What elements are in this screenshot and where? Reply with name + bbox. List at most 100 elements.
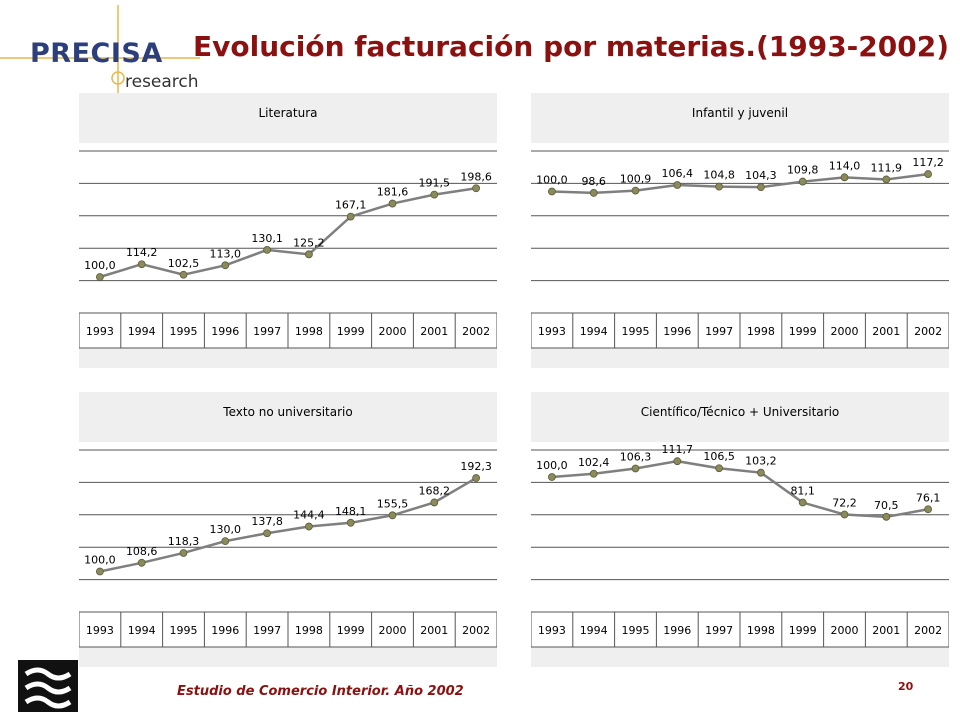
data-label: 103,2 — [745, 455, 777, 468]
x-tick-label: 1999 — [789, 325, 817, 338]
data-point — [631, 186, 640, 195]
data-point — [673, 457, 682, 466]
data-point — [388, 511, 397, 520]
chart-svg: Infantil y juvenil 100,0 1993 98,6 1994 100,9… — [531, 106, 949, 349]
data-point — [924, 505, 933, 514]
data-point — [882, 512, 891, 521]
data-point — [882, 175, 891, 184]
precisa-research-logo: PRECISA research — [0, 0, 200, 100]
x-tick-label: 1997 — [253, 325, 281, 338]
data-point — [430, 190, 439, 199]
data-point — [472, 474, 481, 482]
plot-area — [79, 442, 497, 612]
x-tick-label: 1996 — [663, 624, 691, 637]
data-point — [472, 184, 481, 193]
data-label: 108,6 — [126, 545, 158, 558]
corner-logo — [18, 660, 78, 712]
data-point — [263, 529, 272, 538]
data-label: 130,1 — [251, 232, 283, 245]
data-point — [388, 199, 397, 208]
x-tick-label: 2001 — [420, 325, 448, 338]
data-label: 100,0 — [536, 459, 568, 472]
data-point — [798, 177, 807, 186]
chart-literatura: Literatura 100,0 1993 114,2 1994 102,5 1995 113… — [79, 93, 497, 368]
data-point — [840, 173, 849, 182]
data-label: 144,4 — [293, 509, 325, 522]
logo-subtitle: research — [125, 72, 199, 92]
x-tick-label: 2000 — [831, 325, 859, 338]
series-line — [551, 459, 929, 519]
x-tick-label: 2002 — [914, 325, 942, 338]
x-tick-label: 1994 — [128, 624, 156, 637]
logo-brand: PRECISA — [30, 38, 163, 69]
x-tick-label: 1998 — [295, 325, 323, 338]
x-tick-label: 1995 — [170, 325, 198, 338]
data-label: 70,5 — [874, 499, 899, 512]
data-label: 130,0 — [210, 523, 242, 536]
data-label: 100,0 — [84, 554, 116, 567]
data-label: 104,8 — [703, 169, 735, 182]
chart-cientifico-tecnico: Científico/Técnico + Universitario 100,0 1… — [531, 392, 949, 667]
chart-texto-no-universitario: Texto no universitario 100,0 1993 108,6 1994… — [79, 392, 497, 667]
data-label: 155,5 — [377, 497, 409, 510]
data-point — [179, 549, 188, 557]
data-point — [589, 469, 598, 478]
page-title: Evolución facturación por materias.(1993… — [193, 30, 950, 63]
series-line — [551, 172, 929, 195]
data-point — [221, 261, 230, 270]
data-label: 137,8 — [251, 515, 283, 528]
x-tick-label: 2001 — [420, 624, 448, 637]
chart-infantil-juvenil: Infantil y juvenil 100,0 1993 98,6 1994 100,9… — [531, 93, 949, 368]
data-point — [179, 270, 188, 279]
x-tick-label: 2001 — [872, 325, 900, 338]
logo-star-graphic — [0, 5, 200, 100]
data-label: 98,6 — [581, 175, 606, 188]
data-point — [715, 464, 724, 473]
data-label: 198,6 — [460, 170, 492, 183]
x-tick-label: 1999 — [337, 624, 365, 637]
plot-area — [531, 143, 949, 313]
series-line — [99, 476, 477, 573]
data-label: 76,1 — [916, 491, 941, 504]
x-tick-label: 1998 — [747, 624, 775, 637]
chart-title: Literatura — [259, 106, 318, 120]
data-label: 102,5 — [168, 257, 200, 270]
x-tick-label: 1993 — [538, 325, 566, 338]
data-label: 167,1 — [335, 199, 367, 212]
data-point — [137, 558, 146, 567]
x-tick-label: 2002 — [462, 325, 490, 338]
data-label: 113,0 — [210, 247, 242, 260]
data-point — [589, 189, 598, 197]
x-tick-label: 1998 — [295, 624, 323, 637]
data-point — [756, 468, 765, 477]
x-tick-label: 1994 — [580, 325, 608, 338]
data-label: 111,7 — [662, 443, 694, 456]
data-label: 114,2 — [126, 246, 158, 259]
data-label: 72,2 — [832, 497, 857, 510]
series-line — [99, 187, 477, 279]
x-tick-label: 2002 — [914, 624, 942, 637]
data-label: 100,9 — [620, 173, 652, 186]
x-tick-label: 1996 — [663, 325, 691, 338]
data-label: 111,9 — [871, 161, 903, 174]
data-point — [221, 537, 230, 546]
data-point — [95, 567, 104, 576]
chart-svg: Literatura 100,0 1993 114,2 1994 102,5 1995 113… — [79, 106, 497, 349]
x-tick-label: 1998 — [747, 325, 775, 338]
data-label: 117,2 — [912, 156, 944, 169]
chart-svg: Científico/Técnico + Universitario 100,0 1… — [531, 405, 949, 648]
x-tick-label: 1997 — [705, 624, 733, 637]
chart-svg: Texto no universitario 100,0 1993 108,6 1994… — [79, 405, 497, 648]
data-label: 192,3 — [460, 460, 492, 473]
data-label: 104,3 — [745, 169, 777, 182]
x-tick-label: 1993 — [538, 624, 566, 637]
x-tick-label: 1994 — [128, 325, 156, 338]
data-label: 109,8 — [787, 164, 819, 177]
data-point — [840, 510, 849, 519]
data-label: 100,0 — [84, 259, 116, 272]
x-tick-label: 1997 — [253, 624, 281, 637]
x-tick-label: 2002 — [462, 624, 490, 637]
x-tick-label: 1996 — [211, 624, 239, 637]
x-tick-label: 1999 — [789, 624, 817, 637]
x-tick-label: 1995 — [622, 325, 650, 338]
